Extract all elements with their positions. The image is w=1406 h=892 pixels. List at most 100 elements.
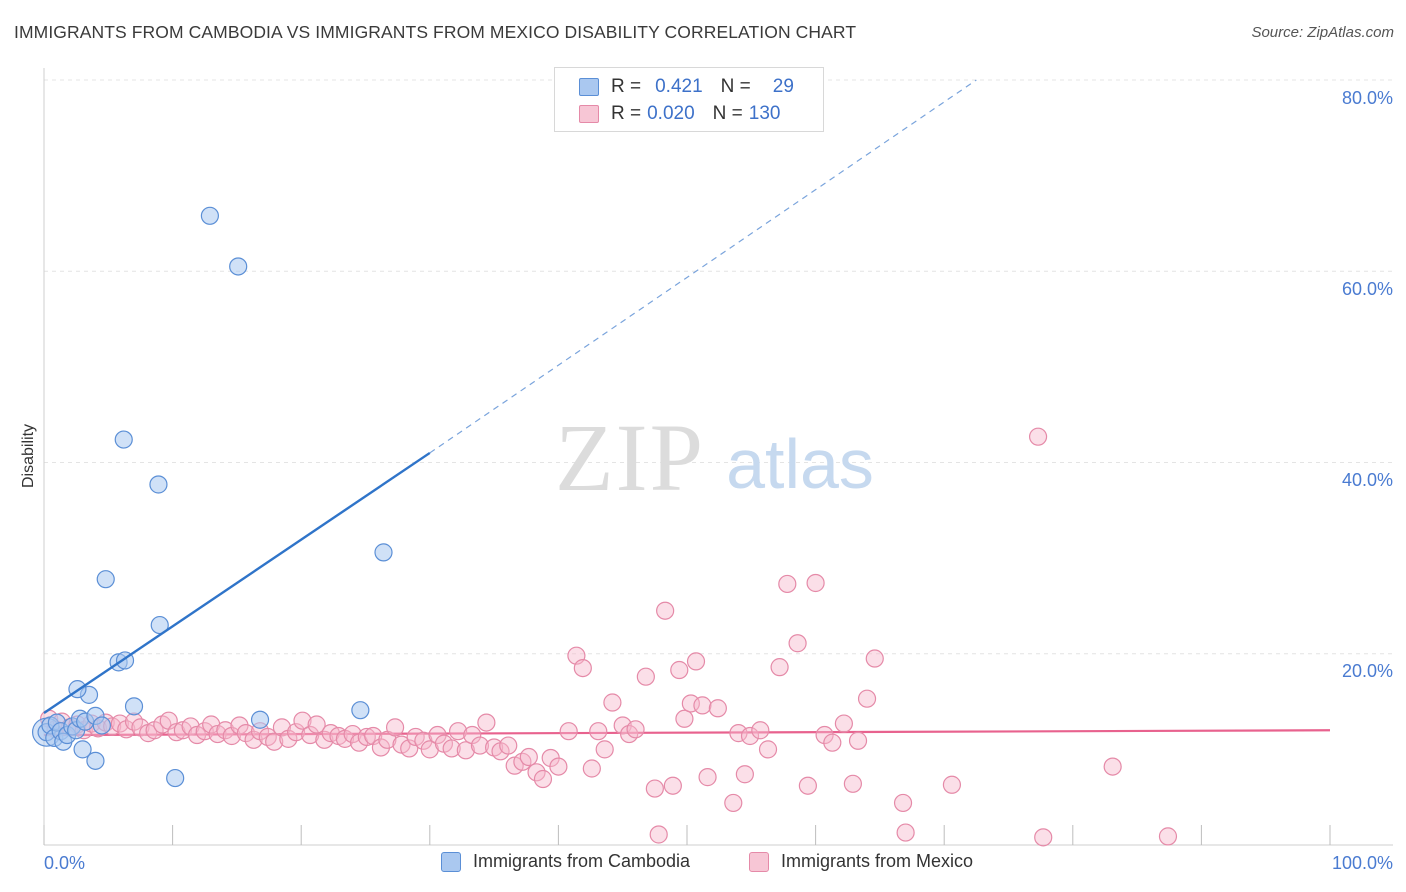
mexico-point [589, 722, 608, 741]
mexico-point [735, 765, 754, 784]
watermark-zip: ZIP [555, 404, 705, 511]
chart-title: IMMIGRANTS FROM CAMBODIA VS IMMIGRANTS F… [14, 22, 857, 42]
cambodia-point [114, 430, 133, 449]
cambodia-points [31, 206, 393, 788]
mexico-point [527, 763, 546, 782]
mexico-point [758, 740, 778, 759]
legend-n-value: 29 [772, 76, 794, 97]
mexico-point [1158, 827, 1178, 846]
mexico-point [834, 714, 853, 733]
mexico-point [663, 776, 682, 795]
mexico-swatch [579, 105, 599, 123]
mexico-point [1034, 828, 1053, 847]
mexico-point [533, 769, 553, 789]
mexico-point [286, 723, 306, 742]
mexico-point [595, 740, 614, 759]
cambodia-point [96, 570, 115, 589]
y-tick-label-20: 20.0% [1342, 661, 1393, 681]
mexico-point [848, 731, 868, 750]
mexico-point [656, 601, 675, 620]
mexico-point [798, 776, 817, 795]
watermark-atlas: atlas [726, 425, 874, 503]
cambodia-point [86, 751, 105, 770]
cambodia-trend-line [43, 451, 431, 715]
cambodia-trend-extension [429, 79, 977, 454]
mexico-point [729, 724, 748, 743]
legend-r-label: R = [611, 103, 642, 124]
mexico-point [265, 732, 284, 751]
legend-n-label: N = [712, 103, 743, 124]
mexico-point [645, 779, 664, 798]
mexico-point [815, 725, 834, 745]
bottom-legend-cambodia: Immigrants from Cambodia [441, 851, 690, 872]
mexico-point [740, 726, 760, 746]
legend-row-cambodia: R = 0.421 N = 29 [579, 74, 794, 100]
legend-r-label: R = [611, 76, 642, 97]
mexico-point [519, 747, 538, 767]
mexico-point [559, 722, 578, 741]
source-credit: Source: ZipAtlas.com [1251, 24, 1394, 41]
legend-n-label: N = [720, 76, 751, 97]
mexico-point [806, 573, 825, 593]
legend-row-mexico: R = 0.020 N = 130 [579, 101, 780, 127]
cambodia-swatch [579, 78, 599, 96]
mexico-point [301, 725, 320, 745]
mexico-point [724, 793, 743, 813]
mexico-point [708, 699, 727, 718]
mexico-point [573, 658, 592, 678]
mexico-point [442, 739, 461, 758]
mexico-point [751, 721, 770, 740]
bottom-legend-mexico: Immigrants from Mexico [749, 851, 973, 872]
mexico-point [686, 652, 706, 671]
mexico-point [942, 775, 962, 794]
y-tick-label-80: 80.0% [1342, 88, 1393, 108]
watermark: ZIP atlas [555, 404, 874, 511]
mexico-point [865, 649, 884, 668]
cambodia-point [149, 475, 168, 494]
mexico-point [549, 757, 568, 776]
mexico-point [778, 574, 797, 594]
mexico-point [626, 720, 645, 739]
correlation-legend: R = 0.421 N = 29 R = 0.020 N = 130 [554, 67, 824, 132]
grid-lines [44, 79, 1393, 655]
legend-r-value: 0.421 [655, 76, 703, 97]
cambodia-trend-layer [43, 79, 977, 715]
mexico-point [698, 768, 717, 787]
mexico-point [470, 736, 490, 755]
mexico-point [307, 715, 326, 734]
mexico-point [649, 825, 668, 844]
legend-r-value: 0.020 [647, 103, 695, 124]
mexico-point [675, 709, 694, 728]
mexico-point [456, 741, 475, 760]
y-tick-label-40: 40.0% [1342, 470, 1393, 490]
mexico-point [1103, 757, 1122, 776]
y-axis-title: Disability [20, 424, 37, 488]
mexico-point [448, 722, 468, 741]
mexico-point [893, 793, 913, 813]
mexico-point [499, 736, 518, 755]
cambodia-point [92, 716, 111, 735]
mexico-point [843, 774, 862, 793]
x-tick-label-max: 100.0% [1332, 853, 1393, 873]
cambodia-point [166, 768, 185, 788]
mexico-trend-line [43, 729, 1331, 737]
mexico-point [1028, 427, 1048, 446]
cambodia-point [374, 543, 393, 562]
mexico-point [770, 658, 789, 677]
mexico-point [357, 727, 376, 747]
mexico-legend-label: Immigrants from Mexico [781, 851, 974, 871]
cambodia-legend-label: Immigrants from Cambodia [473, 851, 691, 871]
cambodia-point [124, 697, 144, 716]
mexico-points [40, 427, 1178, 847]
mexico-point [670, 660, 689, 680]
mexico-legend-swatch [749, 851, 769, 872]
cambodia-point [73, 740, 92, 759]
mexico-point [693, 696, 712, 715]
mexico-point [315, 730, 334, 749]
mexico-point [272, 718, 292, 737]
mexico-point [117, 720, 136, 739]
cambodia-legend-swatch [441, 851, 461, 872]
cambodia-point [250, 710, 270, 729]
cambodia-point [200, 206, 219, 225]
y-tick-label-60: 60.0% [1342, 279, 1393, 299]
